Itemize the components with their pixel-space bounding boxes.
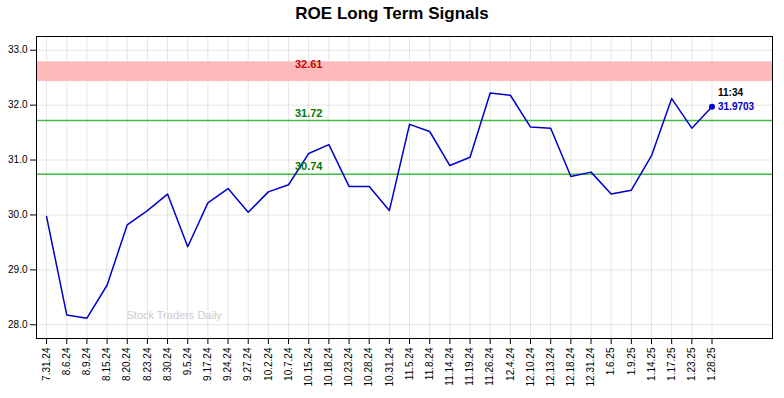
svg-text:8.9.24: 8.9.24 xyxy=(81,347,92,375)
svg-text:12.13.24: 12.13.24 xyxy=(545,347,556,386)
svg-text:1.9.25: 1.9.25 xyxy=(626,347,637,375)
svg-text:31.9703: 31.9703 xyxy=(718,101,755,112)
svg-text:1.28.25: 1.28.25 xyxy=(706,347,717,381)
svg-text:29.0: 29.0 xyxy=(8,264,28,275)
svg-text:12.10.24: 12.10.24 xyxy=(525,347,536,386)
svg-text:12.18.24: 12.18.24 xyxy=(565,347,576,386)
svg-text:1.23.25: 1.23.25 xyxy=(686,347,697,381)
svg-text:11.8.24: 11.8.24 xyxy=(424,347,435,380)
svg-text:12.31.24: 12.31.24 xyxy=(585,347,596,386)
svg-text:8.20.24: 8.20.24 xyxy=(121,347,132,381)
svg-text:7.31.24: 7.31.24 xyxy=(41,347,52,381)
svg-text:10.28.24: 10.28.24 xyxy=(363,347,374,386)
svg-text:11.19.24: 11.19.24 xyxy=(464,347,475,386)
svg-text:10.18.24: 10.18.24 xyxy=(323,347,334,386)
svg-text:9.27.24: 9.27.24 xyxy=(242,347,253,381)
svg-text:10.15.24: 10.15.24 xyxy=(303,347,314,386)
svg-text:31.72: 31.72 xyxy=(295,107,323,119)
svg-text:8.30.24: 8.30.24 xyxy=(162,347,173,381)
svg-text:1.17.25: 1.17.25 xyxy=(666,347,677,381)
svg-text:12.4.24: 12.4.24 xyxy=(505,347,516,381)
svg-text:8.23.24: 8.23.24 xyxy=(142,347,153,381)
svg-text:9.24.24: 9.24.24 xyxy=(222,347,233,381)
svg-text:32.0: 32.0 xyxy=(8,99,28,110)
svg-text:28.0: 28.0 xyxy=(8,319,28,330)
svg-text:31.0: 31.0 xyxy=(8,154,28,165)
svg-text:1.14.25: 1.14.25 xyxy=(646,347,657,381)
svg-text:32.61: 32.61 xyxy=(295,58,323,70)
svg-text:11.26.24: 11.26.24 xyxy=(484,347,495,386)
svg-text:Stock Traders Daily: Stock Traders Daily xyxy=(127,309,223,321)
svg-text:10.7.24: 10.7.24 xyxy=(283,347,294,381)
svg-text:8.15.24: 8.15.24 xyxy=(101,347,112,381)
svg-text:30.0: 30.0 xyxy=(8,209,28,220)
svg-text:8.6.24: 8.6.24 xyxy=(61,347,72,375)
svg-text:10.31.24: 10.31.24 xyxy=(384,347,395,386)
svg-text:11.5.24: 11.5.24 xyxy=(404,347,415,380)
svg-text:30.74: 30.74 xyxy=(295,160,323,172)
svg-text:1.6.25: 1.6.25 xyxy=(605,347,616,375)
svg-text:11:34: 11:34 xyxy=(718,87,743,98)
svg-text:10.2.24: 10.2.24 xyxy=(263,347,274,381)
html-text:ROE Long Term Signals: ROE Long Term Signals xyxy=(295,4,489,23)
svg-text:10.23.24: 10.23.24 xyxy=(343,347,354,386)
svg-text:9.5.24: 9.5.24 xyxy=(182,347,193,375)
svg-text:33.0: 33.0 xyxy=(8,44,28,55)
svg-text:11.14.24: 11.14.24 xyxy=(444,347,455,386)
svg-text:9.17.24: 9.17.24 xyxy=(202,347,213,381)
